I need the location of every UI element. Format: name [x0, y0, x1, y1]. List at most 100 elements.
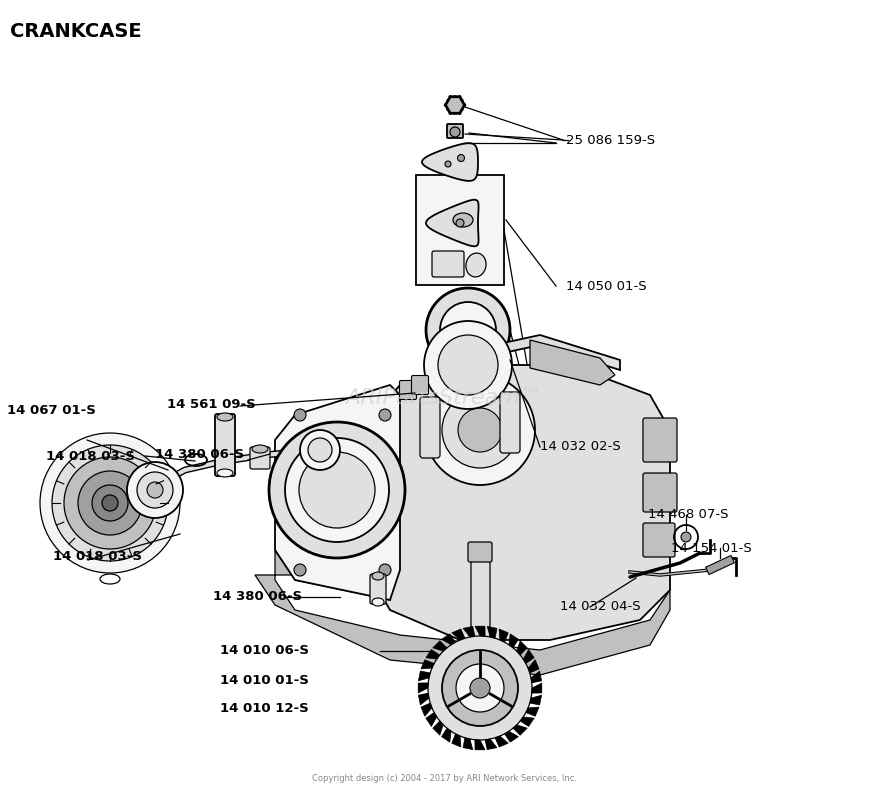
Circle shape — [449, 111, 452, 115]
Text: 14 067 01-S: 14 067 01-S — [7, 404, 96, 416]
Circle shape — [463, 103, 465, 107]
Polygon shape — [421, 703, 432, 716]
Circle shape — [438, 335, 498, 395]
FancyBboxPatch shape — [643, 473, 677, 512]
Circle shape — [379, 409, 391, 421]
Polygon shape — [509, 634, 519, 648]
FancyBboxPatch shape — [447, 124, 463, 138]
FancyBboxPatch shape — [215, 414, 235, 476]
Polygon shape — [432, 721, 443, 736]
Circle shape — [147, 482, 163, 498]
Ellipse shape — [472, 552, 488, 560]
Circle shape — [78, 471, 142, 535]
Polygon shape — [520, 717, 535, 727]
Circle shape — [456, 664, 504, 712]
Circle shape — [681, 532, 691, 542]
Circle shape — [40, 433, 180, 573]
Circle shape — [446, 96, 464, 114]
FancyBboxPatch shape — [468, 542, 492, 562]
Ellipse shape — [252, 445, 268, 453]
Circle shape — [308, 438, 332, 462]
Polygon shape — [531, 671, 542, 683]
Polygon shape — [475, 739, 485, 750]
Polygon shape — [532, 683, 542, 693]
Polygon shape — [463, 738, 472, 750]
Circle shape — [137, 472, 173, 508]
Polygon shape — [463, 626, 475, 637]
Polygon shape — [530, 340, 615, 385]
Circle shape — [445, 103, 448, 107]
Polygon shape — [422, 143, 478, 181]
Polygon shape — [426, 712, 437, 727]
Polygon shape — [499, 629, 508, 642]
Circle shape — [294, 564, 306, 576]
Circle shape — [425, 375, 535, 485]
Polygon shape — [475, 626, 485, 636]
Polygon shape — [706, 556, 734, 575]
Circle shape — [64, 457, 156, 549]
Circle shape — [102, 495, 118, 511]
Circle shape — [442, 650, 518, 726]
Polygon shape — [452, 734, 461, 747]
Polygon shape — [421, 660, 434, 669]
Text: ARIPartsStream™: ARIPartsStream™ — [345, 388, 543, 408]
Text: 25 086 159-S: 25 086 159-S — [566, 134, 655, 146]
Text: 14 154 01-S: 14 154 01-S — [671, 541, 752, 555]
Polygon shape — [441, 634, 456, 645]
Text: 14 468 07-S: 14 468 07-S — [648, 509, 728, 521]
Circle shape — [285, 438, 389, 542]
Polygon shape — [418, 693, 429, 705]
Circle shape — [127, 462, 183, 518]
Ellipse shape — [217, 469, 233, 477]
Circle shape — [426, 288, 510, 372]
Polygon shape — [446, 97, 464, 113]
Text: 14 010 12-S: 14 010 12-S — [220, 703, 309, 716]
Ellipse shape — [372, 598, 384, 606]
Text: 14 010 06-S: 14 010 06-S — [220, 645, 309, 657]
Polygon shape — [426, 200, 479, 246]
Polygon shape — [441, 728, 451, 742]
Ellipse shape — [466, 253, 486, 277]
Circle shape — [450, 100, 460, 110]
Ellipse shape — [453, 213, 473, 227]
Polygon shape — [418, 683, 428, 693]
Polygon shape — [528, 660, 539, 673]
Circle shape — [458, 408, 502, 452]
Text: 14 010 01-S: 14 010 01-S — [220, 673, 309, 686]
Polygon shape — [504, 732, 519, 742]
Circle shape — [52, 445, 168, 561]
Polygon shape — [370, 365, 670, 640]
Polygon shape — [517, 641, 527, 655]
Text: CRANKCASE: CRANKCASE — [10, 22, 141, 41]
Circle shape — [458, 111, 461, 115]
Text: 14 380 06-S: 14 380 06-S — [155, 447, 244, 461]
Polygon shape — [425, 335, 620, 370]
FancyBboxPatch shape — [643, 418, 677, 462]
Text: 14 050 01-S: 14 050 01-S — [566, 280, 646, 294]
Text: 14 018 03-S: 14 018 03-S — [46, 450, 135, 462]
Polygon shape — [432, 641, 447, 651]
Circle shape — [300, 430, 340, 470]
Polygon shape — [488, 626, 497, 638]
FancyBboxPatch shape — [370, 574, 386, 604]
Circle shape — [294, 409, 306, 421]
Text: 14 561 09-S: 14 561 09-S — [167, 399, 256, 412]
Polygon shape — [513, 725, 527, 736]
Circle shape — [424, 321, 512, 409]
Text: Copyright design (c) 2004 - 2017 by ARI Network Services, Inc.: Copyright design (c) 2004 - 2017 by ARI … — [312, 774, 576, 783]
Circle shape — [457, 154, 464, 162]
Circle shape — [92, 485, 128, 521]
Circle shape — [269, 422, 405, 558]
Polygon shape — [255, 550, 670, 675]
Polygon shape — [496, 736, 508, 747]
FancyBboxPatch shape — [471, 554, 490, 638]
Circle shape — [458, 96, 461, 99]
Polygon shape — [452, 629, 465, 640]
Circle shape — [456, 219, 464, 227]
Text: 14 032 04-S: 14 032 04-S — [560, 600, 640, 614]
Ellipse shape — [372, 572, 384, 580]
FancyBboxPatch shape — [420, 397, 440, 458]
Polygon shape — [523, 650, 535, 664]
Polygon shape — [275, 385, 400, 600]
Circle shape — [449, 96, 452, 99]
